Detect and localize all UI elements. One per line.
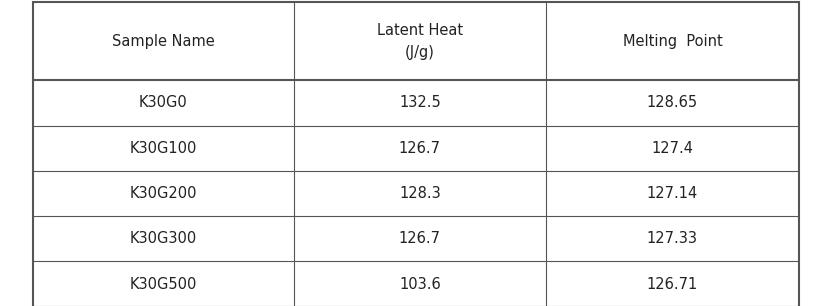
Text: 127.33: 127.33 <box>647 231 698 246</box>
Text: Sample Name: Sample Name <box>112 34 215 49</box>
Text: 127.4: 127.4 <box>651 141 693 156</box>
Text: 127.14: 127.14 <box>646 186 698 201</box>
Text: 132.5: 132.5 <box>399 95 441 110</box>
Text: 103.6: 103.6 <box>399 277 441 292</box>
Text: K30G100: K30G100 <box>130 141 197 156</box>
Text: K30G0: K30G0 <box>139 95 188 110</box>
Text: 126.7: 126.7 <box>399 231 441 246</box>
Text: K30G500: K30G500 <box>130 277 197 292</box>
Text: 128.65: 128.65 <box>646 95 698 110</box>
Text: Latent Heat
(J/g): Latent Heat (J/g) <box>377 23 463 60</box>
Text: K30G300: K30G300 <box>130 231 197 246</box>
Text: K30G200: K30G200 <box>130 186 197 201</box>
Text: 126.7: 126.7 <box>399 141 441 156</box>
Text: 126.71: 126.71 <box>646 277 698 292</box>
Text: 128.3: 128.3 <box>399 186 441 201</box>
Text: Melting  Point: Melting Point <box>622 34 722 49</box>
